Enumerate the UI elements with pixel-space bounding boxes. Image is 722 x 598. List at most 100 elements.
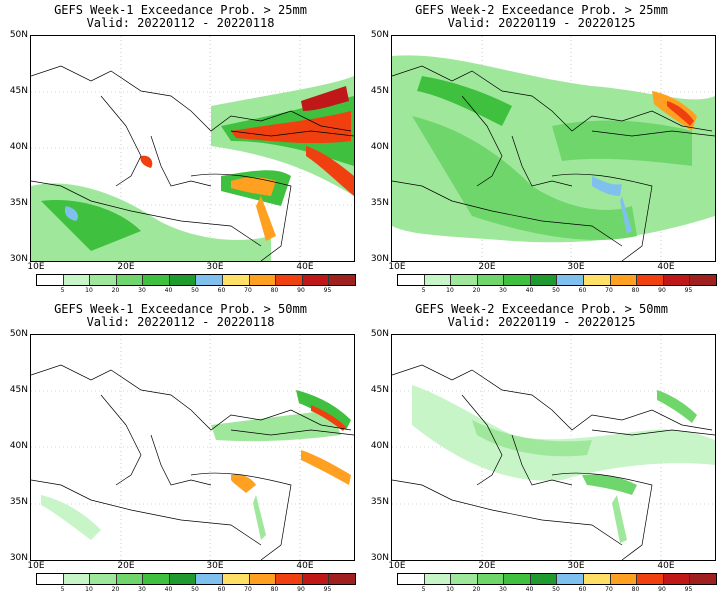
colorbar-ticks: 5 10 20 30 40 50 60 70 80 90 95 (36, 287, 354, 297)
colorbar-swatch (610, 574, 638, 584)
colorbar (36, 274, 356, 286)
colorbar-swatch (329, 574, 355, 584)
colorbar-swatch (663, 275, 691, 285)
colorbar-tick-label: 90 (297, 287, 305, 294)
lon-label: 20E (478, 262, 496, 272)
colorbar-swatch (637, 574, 664, 584)
panel-title: GEFS Week-1 Exceedance Prob. > 25mm (54, 3, 307, 17)
colorbar-swatch (169, 574, 197, 584)
colorbar-swatch (530, 574, 558, 584)
colorbar-tick-label: 50 (552, 586, 560, 593)
panel-week2-50mm: GEFS Week-2 Exceedance Prob. > 50mm Vali… (361, 299, 722, 598)
colorbar (397, 274, 717, 286)
probability-map (30, 334, 355, 561)
lon-label: 30E (567, 561, 585, 571)
lon-label: 40E (657, 561, 675, 571)
colorbar-swatch (276, 574, 303, 584)
colorbar-swatch (451, 574, 478, 584)
colorbar-tick-label: 5 (421, 586, 426, 593)
panel-week1-50mm: GEFS Week-1 Exceedance Prob. > 50mm Vali… (0, 299, 361, 598)
probability-shading (412, 385, 715, 543)
colorbar-tick-label: 10 (446, 586, 454, 593)
colorbar-swatch (557, 275, 585, 285)
lat-label: 40N (370, 441, 389, 451)
colorbar-tick-label: 60 (217, 287, 226, 294)
panel-valid-dates: Valid: 20220119 - 20220125 (447, 16, 636, 30)
lat-label: 30N (370, 254, 389, 264)
colorbar (397, 573, 717, 585)
colorbar-swatch (663, 574, 691, 584)
colorbar-tick-label: 50 (191, 586, 199, 593)
colorbar-ticks: 5 10 20 30 40 50 60 70 80 90 95 (36, 586, 354, 596)
colorbar-tick-label: 70 (605, 586, 613, 593)
lon-label: 30E (206, 561, 224, 571)
colorbar-tick-label: 30 (499, 586, 507, 593)
probability-shading (41, 390, 351, 540)
colorbar-tick-label: 90 (658, 287, 666, 294)
lat-label: 50N (9, 329, 28, 339)
colorbar-tick-label: 30 (138, 586, 146, 593)
colorbar-swatch (276, 275, 303, 285)
colorbar-tick-label: 10 (85, 586, 93, 593)
panel-title: GEFS Week-2 Exceedance Prob. > 25mm (415, 3, 668, 17)
lat-label: 50N (370, 30, 389, 40)
panel-valid-dates: Valid: 20220112 - 20220118 (86, 16, 275, 30)
colorbar-tick-label: 90 (658, 586, 666, 593)
lat-label: 50N (370, 329, 389, 339)
lon-label: 30E (206, 262, 224, 272)
probability-map (391, 35, 716, 262)
lat-label: 35N (9, 198, 28, 208)
colorbar-tick-label: 20 (111, 287, 120, 294)
colorbar-swatch (398, 275, 425, 285)
coastlines (392, 364, 715, 560)
lat-label: 45N (9, 385, 28, 395)
colorbar-tick-label: 5 (60, 287, 65, 294)
panel-valid-dates: Valid: 20220119 - 20220125 (447, 315, 636, 329)
colorbar-swatch (63, 574, 91, 584)
colorbar-swatch (116, 574, 144, 584)
colorbar-swatch (90, 275, 117, 285)
colorbar-tick-label: 40 (525, 287, 534, 294)
colorbar-swatch (302, 275, 330, 285)
colorbar-tick-label: 60 (578, 287, 587, 294)
colorbar-tick-label: 40 (164, 287, 173, 294)
colorbar-tick-label: 10 (85, 287, 93, 294)
lon-label: 10E (388, 262, 406, 272)
colorbar-tick-label: 40 (525, 586, 534, 593)
colorbar-tick-label: 20 (472, 586, 481, 593)
colorbar-swatch (477, 574, 505, 584)
colorbar-swatch (504, 574, 531, 584)
grid-lines (31, 335, 354, 560)
lon-label: 10E (27, 262, 45, 272)
colorbar-tick-label: 5 (60, 586, 65, 593)
colorbar-tick-label: 30 (499, 287, 507, 294)
lon-label: 10E (27, 561, 45, 571)
colorbar-swatch (116, 275, 144, 285)
colorbar-swatch (504, 275, 531, 285)
colorbar-swatch (690, 275, 716, 285)
colorbar-tick-label: 60 (217, 586, 226, 593)
colorbar-swatch (690, 574, 716, 584)
lat-label: 40N (9, 142, 28, 152)
panel-week1-25mm: GEFS Week-1 Exceedance Prob. > 25mm Vali… (0, 0, 361, 299)
coastlines (392, 65, 715, 261)
colorbar-tick-label: 70 (244, 287, 252, 294)
colorbar-swatch (37, 275, 64, 285)
colorbar-swatch (584, 574, 611, 584)
lat-label: 30N (370, 553, 389, 563)
colorbar (36, 573, 356, 585)
lat-label: 50N (9, 30, 28, 40)
colorbar-tick-label: 70 (605, 287, 613, 294)
lat-label: 45N (370, 86, 389, 96)
colorbar-swatch (249, 574, 277, 584)
lon-label: 20E (117, 561, 135, 571)
colorbar-tick-label: 20 (111, 586, 120, 593)
colorbar-swatch (143, 574, 170, 584)
colorbar-swatch (37, 574, 64, 584)
colorbar-ticks: 5 10 20 30 40 50 60 70 80 90 95 (397, 287, 715, 297)
lat-label: 40N (370, 142, 389, 152)
lat-label: 40N (9, 441, 28, 451)
lat-label: 45N (9, 86, 28, 96)
probability-shading (31, 76, 354, 261)
colorbar-swatch (90, 574, 117, 584)
